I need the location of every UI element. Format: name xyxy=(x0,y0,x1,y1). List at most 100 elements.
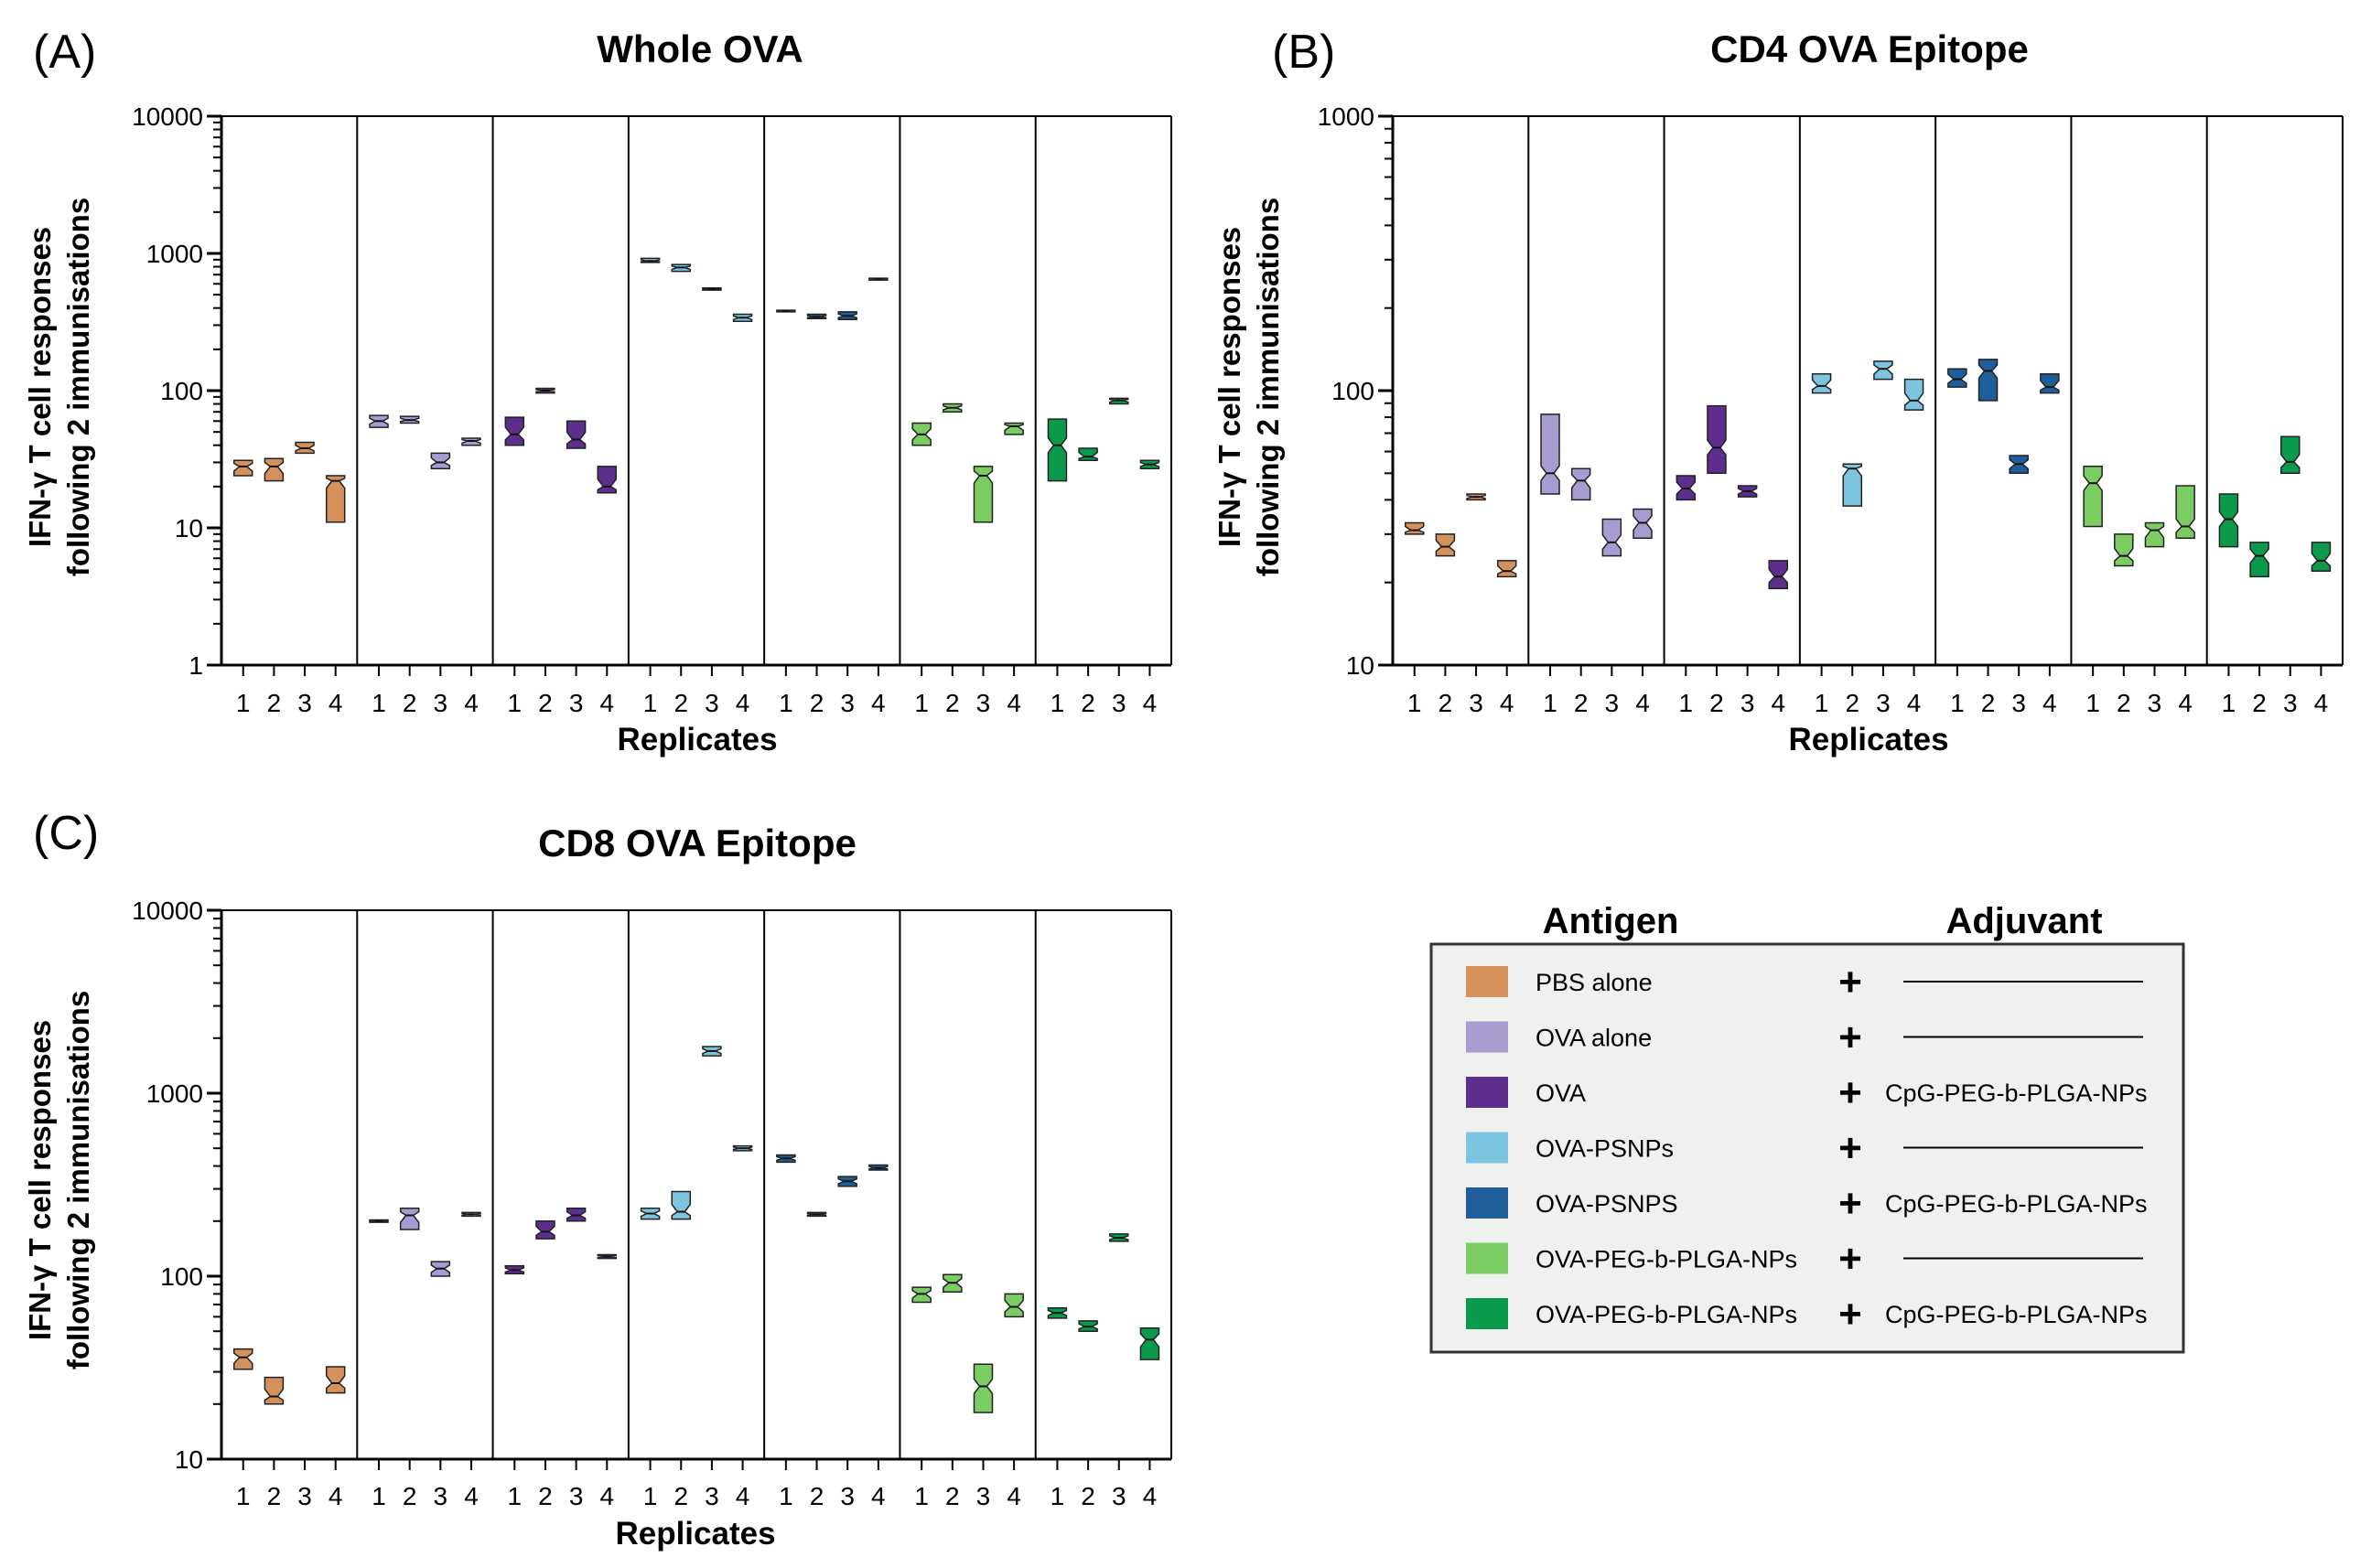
replicate-label: 1 xyxy=(236,1482,251,1510)
panel-a-letter: (A) xyxy=(33,26,96,79)
replicate-label: 1 xyxy=(2222,689,2236,717)
y-tick-label: 1000 xyxy=(146,240,203,268)
y-tick-label: 1 xyxy=(189,651,203,680)
replicate-label: 2 xyxy=(674,689,688,717)
legend-plus: + xyxy=(1838,1292,1862,1337)
y-tick-label: 10 xyxy=(175,514,203,542)
legend-adjuvant-label: CpG-PEG-b-PLGA-NPs xyxy=(1885,1301,2148,1328)
replicate-label: 2 xyxy=(1981,689,1996,717)
replicate-label: 2 xyxy=(2252,689,2267,717)
legend-swatch xyxy=(1466,1242,1508,1274)
replicate-label: 3 xyxy=(1605,689,1620,717)
box-mark xyxy=(399,1208,420,1230)
replicate-label: 3 xyxy=(840,1482,855,1510)
replicate-label: 1 xyxy=(914,689,929,717)
panel-b-xlabel: Replicates xyxy=(1788,722,1948,757)
legend: Antigen Adjuvant PBS alone + OVA alone + OVA… xyxy=(1429,901,2185,1354)
replicate-label: 2 xyxy=(403,1482,417,1510)
box-mark xyxy=(1873,360,1893,381)
legend-antigen-label: OVA-PEG-b-PLGA-NPs xyxy=(1536,1246,1797,1273)
box-mark xyxy=(671,1190,691,1220)
replicate-label: 3 xyxy=(1112,689,1126,717)
replicate-label: 3 xyxy=(976,689,991,717)
legend-swatch xyxy=(1466,1298,1508,1329)
box-mark xyxy=(1004,1293,1024,1318)
replicate-label: 3 xyxy=(569,689,584,717)
box-mark xyxy=(566,420,587,449)
panel-b-ylabel-line1: IFN-γ T cell responses xyxy=(1212,227,1246,547)
replicate-label: 2 xyxy=(267,689,282,717)
legend-plus: + xyxy=(1838,960,1862,1004)
box-mark xyxy=(1977,359,1999,402)
replicate-label: 2 xyxy=(1845,689,1859,717)
replicate-label: 1 xyxy=(1679,689,1694,717)
replicate-label: 2 xyxy=(538,689,553,717)
replicate-label: 4 xyxy=(1007,689,1021,717)
replicate-label: 4 xyxy=(599,1482,614,1510)
replicate-label: 2 xyxy=(2117,689,2131,717)
replicate-label: 4 xyxy=(1500,689,1514,717)
legend-antigen-label: OVA alone xyxy=(1536,1025,1652,1052)
replicate-label: 4 xyxy=(1635,689,1650,717)
box-mark xyxy=(1139,1327,1160,1360)
box-mark xyxy=(264,1376,285,1405)
box-mark xyxy=(1811,373,1832,394)
replicate-label: 1 xyxy=(2085,689,2100,717)
replicate-label: 2 xyxy=(945,689,960,717)
legend-swatch xyxy=(1466,1132,1508,1164)
replicate-label: 4 xyxy=(1143,1482,1158,1510)
box-mark xyxy=(2249,542,2269,578)
replicate-label: 1 xyxy=(508,1482,523,1510)
box-mark xyxy=(1047,418,1068,482)
replicate-label: 2 xyxy=(810,689,824,717)
replicate-label: 3 xyxy=(705,689,719,717)
panel-a-xlabel: Replicates xyxy=(617,722,777,757)
panel-a: (A) Whole OVA IFN-γ T cell responses fol… xyxy=(23,26,1172,757)
replicate-label: 1 xyxy=(1051,689,1065,717)
replicate-label: 1 xyxy=(1950,689,1965,717)
replicate-label: 3 xyxy=(2148,689,2162,717)
replicate-label: 3 xyxy=(1112,1482,1126,1510)
replicate-label: 4 xyxy=(2314,689,2329,717)
y-tick-label: 10000 xyxy=(132,897,203,925)
replicate-label: 3 xyxy=(2283,689,2298,717)
box-mark xyxy=(1078,447,1098,462)
replicate-label: 2 xyxy=(1574,689,1589,717)
y-tick-label: 10 xyxy=(1346,651,1374,680)
replicate-label: 2 xyxy=(1081,1482,1095,1510)
replicate-label: 1 xyxy=(643,689,658,717)
replicate-label: 1 xyxy=(1407,689,1422,717)
replicate-label: 1 xyxy=(779,689,793,717)
replicate-label: 4 xyxy=(1143,689,1158,717)
replicate-label: 4 xyxy=(599,689,614,717)
box-mark xyxy=(973,1363,994,1413)
legend-antigen-label: PBS alone xyxy=(1536,969,1653,996)
legend-swatch xyxy=(1466,1187,1508,1219)
legend-swatch xyxy=(1466,1077,1508,1108)
replicate-label: 3 xyxy=(1469,689,1483,717)
legend-swatch xyxy=(1466,1021,1508,1053)
legend-adjuvant-label: CpG-PEG-b-PLGA-NPs xyxy=(1885,1190,2148,1218)
panel-c-ylabel-line1: IFN-γ T cell responses xyxy=(23,1020,57,1340)
panel-c: (C) CD8 OVA Epitope IFN-γ T cell respons… xyxy=(23,807,1172,1552)
replicate-label: 2 xyxy=(538,1482,553,1510)
replicate-label: 2 xyxy=(403,689,417,717)
replicate-label: 3 xyxy=(434,689,448,717)
box-mark xyxy=(1540,413,1560,495)
replicate-label: 1 xyxy=(1051,1482,1065,1510)
replicate-label: 3 xyxy=(1876,689,1891,717)
replicate-label: 4 xyxy=(329,689,343,717)
box-mark xyxy=(430,452,451,470)
replicate-label: 4 xyxy=(736,689,750,717)
legend-adjuvant-label: CpG-PEG-b-PLGA-NPs xyxy=(1885,1079,2148,1107)
legend-antigen-label: OVA-PSNPs xyxy=(1536,1135,1674,1163)
replicate-label: 4 xyxy=(2178,689,2193,717)
panel-a-ylabel-line2: following 2 immunisations xyxy=(61,198,95,576)
replicate-label: 3 xyxy=(434,1482,448,1510)
legend-plus: + xyxy=(1838,1070,1862,1115)
box-mark xyxy=(504,416,525,446)
legend-swatch xyxy=(1466,966,1508,997)
replicate-label: 1 xyxy=(372,1482,386,1510)
